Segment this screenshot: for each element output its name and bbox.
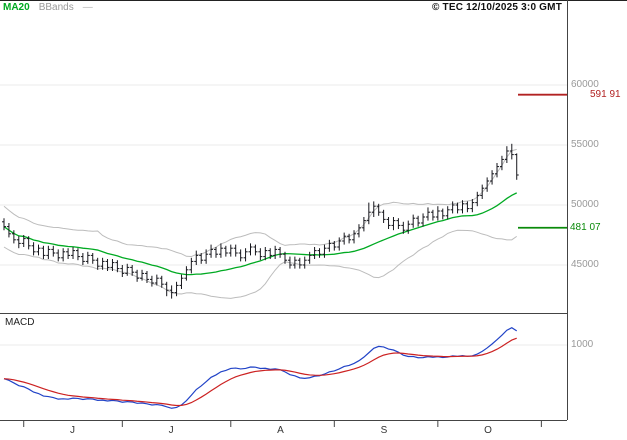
support-price-label: 481 07 bbox=[570, 221, 601, 233]
macd-axis-tick-label: 1000 bbox=[571, 339, 594, 351]
copyright-text: © TEC 12/10/2025 3:0 GMT bbox=[432, 2, 563, 13]
month-label: O bbox=[484, 425, 492, 436]
ma20-legend-label: MA20 bbox=[3, 2, 30, 13]
price-axis-tick-label: 60000 bbox=[571, 79, 599, 90]
resistance-price-label: 591 91 bbox=[590, 88, 621, 100]
month-label: J bbox=[168, 425, 174, 436]
price-axis-tick-label: 55000 bbox=[571, 139, 599, 150]
macd-panel-label: MACD bbox=[5, 317, 35, 328]
bbands-legend-label: BBands bbox=[38, 2, 74, 13]
legend: MA20 BBands — bbox=[3, 2, 93, 14]
price-axis-tick-label: 50000 bbox=[571, 199, 599, 210]
price-axis-tick-label: 45000 bbox=[571, 259, 599, 270]
month-label: S bbox=[380, 425, 388, 436]
month-label: J bbox=[70, 425, 76, 436]
bbands-legend-dash: — bbox=[82, 2, 93, 13]
month-label: A bbox=[277, 425, 284, 436]
